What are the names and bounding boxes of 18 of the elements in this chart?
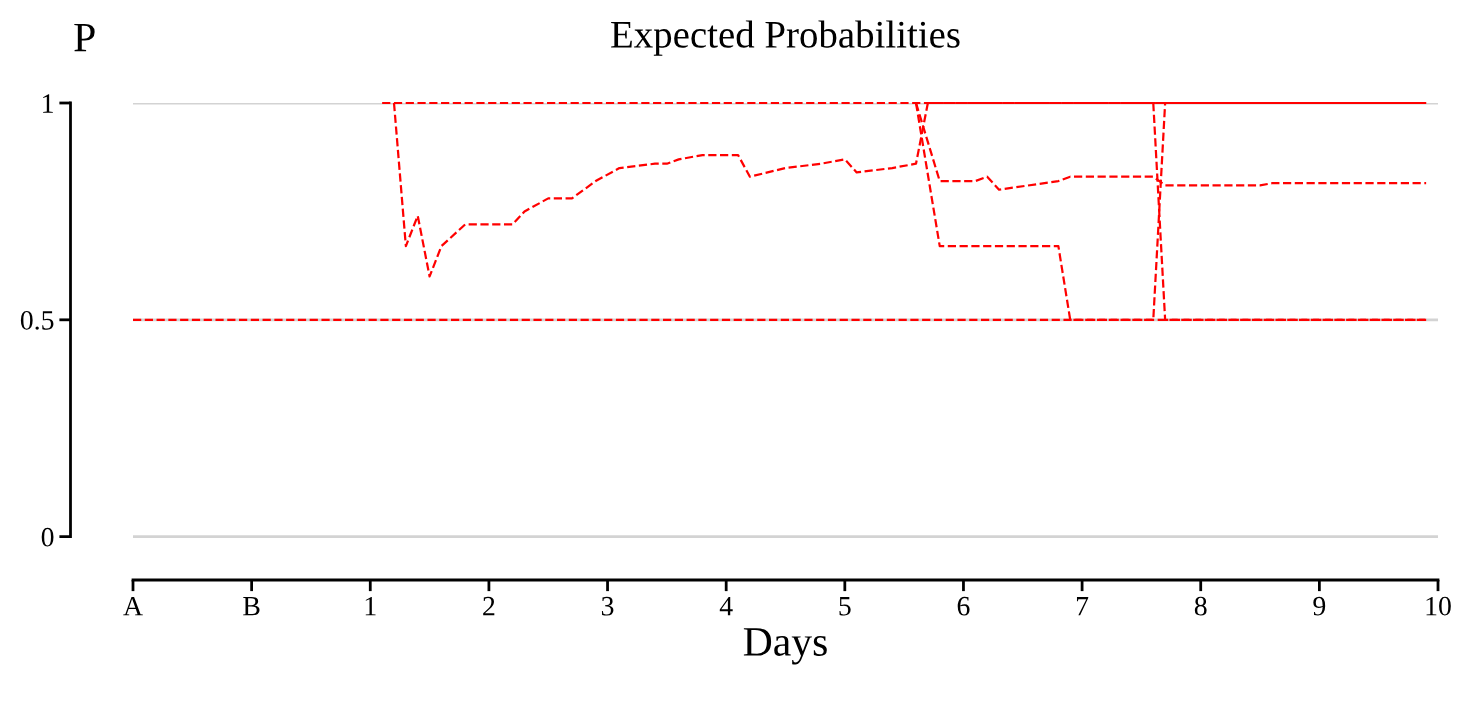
x-tick-label: 1 (365, 596, 376, 616)
y-tick-label: 0 (41, 527, 54, 547)
y-axis-title: P (74, 23, 95, 52)
x-axis-title: Days (743, 628, 827, 665)
y-tick-label: 0.5 (20, 310, 54, 330)
x-tick-label: 9 (1313, 596, 1326, 616)
x-tick-label: 5 (839, 597, 851, 616)
chart-title: Expected Probabilities (611, 20, 960, 56)
x-tick-label: 8 (1194, 596, 1207, 616)
x-tick-label: 6 (957, 596, 970, 616)
x-tick-label: B (243, 597, 260, 616)
y-tick-label: 1 (43, 94, 53, 113)
x-tick-label: 10 (1426, 596, 1451, 616)
x-tick-label: 3 (601, 596, 614, 616)
x-tick-label: 7 (1076, 597, 1089, 616)
x-tick-label: A (123, 596, 143, 616)
x-tick-label: 4 (719, 596, 733, 616)
x-tick-label: 2 (483, 596, 495, 616)
